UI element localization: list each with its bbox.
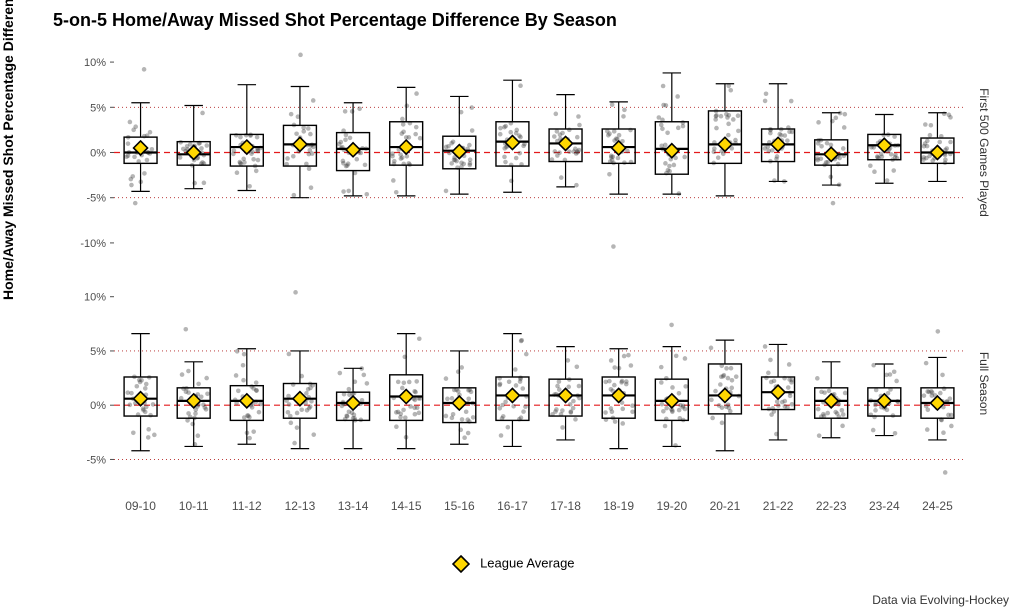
svg-text:13-14: 13-14 xyxy=(338,499,369,513)
svg-text:19-20: 19-20 xyxy=(656,499,687,513)
svg-text:11-12: 11-12 xyxy=(232,499,262,513)
svg-text:17-18: 17-18 xyxy=(550,499,581,513)
svg-text:-10%: -10% xyxy=(80,238,106,250)
plot-area: -10% -5% 0% 5% 10% First 500 Games Played -5% 0… xyxy=(70,38,990,518)
svg-text:0%: 0% xyxy=(90,148,106,160)
legend: League Average xyxy=(0,555,1027,573)
legend-label: League Average xyxy=(480,555,574,570)
svg-text:21-22: 21-22 xyxy=(763,499,794,513)
svg-text:10%: 10% xyxy=(84,292,106,304)
svg-text:18-19: 18-19 xyxy=(603,499,634,513)
svg-text:-5%: -5% xyxy=(86,454,106,466)
chart-title: 5-on-5 Home/Away Missed Shot Percentage … xyxy=(53,10,617,31)
svg-text:23-24: 23-24 xyxy=(869,499,900,513)
caption: Data via Evolving-Hockey xyxy=(872,593,1009,607)
svg-text:14-15: 14-15 xyxy=(391,499,422,513)
chart-container: 5-on-5 Home/Away Missed Shot Percentage … xyxy=(0,0,1027,613)
svg-text:16-17: 16-17 xyxy=(497,499,528,513)
svg-text:First 500 Games Played: First 500 Games Played xyxy=(977,88,990,217)
svg-text:5%: 5% xyxy=(90,346,106,358)
y-axis-label: Home/Away Missed Shot Percentage Differe… xyxy=(0,0,16,300)
svg-text:10-11: 10-11 xyxy=(179,499,209,513)
svg-text:22-23: 22-23 xyxy=(816,499,847,513)
svg-text:-5%: -5% xyxy=(86,193,106,205)
svg-text:09-10: 09-10 xyxy=(125,499,156,513)
plot-svg: -10% -5% 0% 5% 10% First 500 Games Played -5% 0… xyxy=(70,38,990,518)
svg-text:24-25: 24-25 xyxy=(922,499,953,513)
league-average-diamond-icon xyxy=(452,555,470,573)
svg-text:Full Season: Full Season xyxy=(977,352,990,415)
svg-text:0%: 0% xyxy=(90,400,106,412)
svg-text:15-16: 15-16 xyxy=(444,499,475,513)
svg-text:12-13: 12-13 xyxy=(285,499,316,513)
svg-text:5%: 5% xyxy=(90,102,106,114)
svg-text:20-21: 20-21 xyxy=(710,499,741,513)
svg-text:10%: 10% xyxy=(84,57,106,69)
